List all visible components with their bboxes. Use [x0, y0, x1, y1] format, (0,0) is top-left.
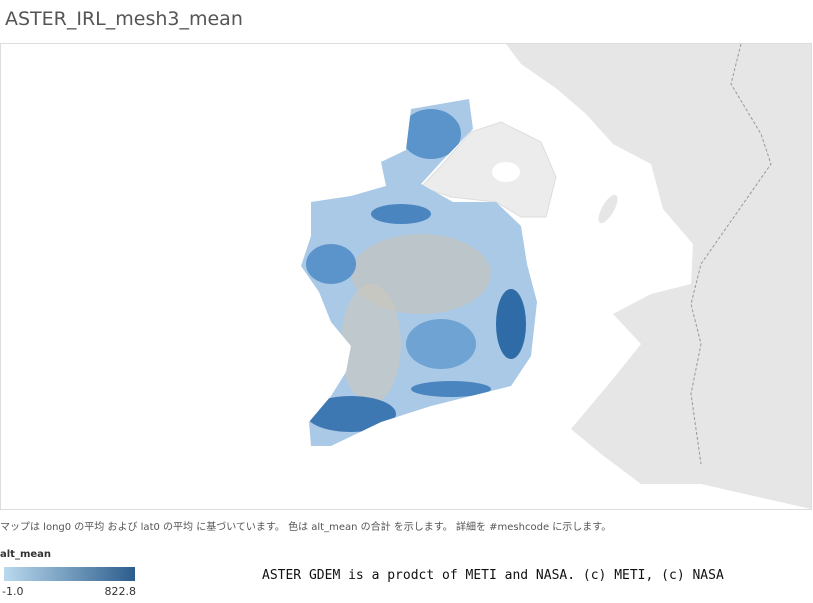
legend-gradient: [4, 567, 135, 581]
lough-neagh: [492, 162, 520, 182]
legend-min: -1.0: [2, 585, 24, 598]
attribution: ASTER GDEM is a prodct of METI and NASA.…: [262, 568, 724, 583]
northern-ireland: [420, 121, 557, 218]
ireland-elevation: [301, 99, 537, 446]
map[interactable]: [0, 43, 812, 510]
caption: マップは long0 の平均 および lat0 の平均 に基づいています。 色は…: [0, 522, 612, 533]
map-canvas: [1, 43, 811, 509]
border: [690, 43, 772, 465]
legend-title: alt_mean: [0, 549, 52, 560]
legend-max: 822.8: [104, 585, 137, 598]
great-britain: [506, 44, 811, 509]
isle-of-man: [598, 194, 618, 224]
title: ASTER_IRL_mesh3_mean: [5, 8, 243, 30]
